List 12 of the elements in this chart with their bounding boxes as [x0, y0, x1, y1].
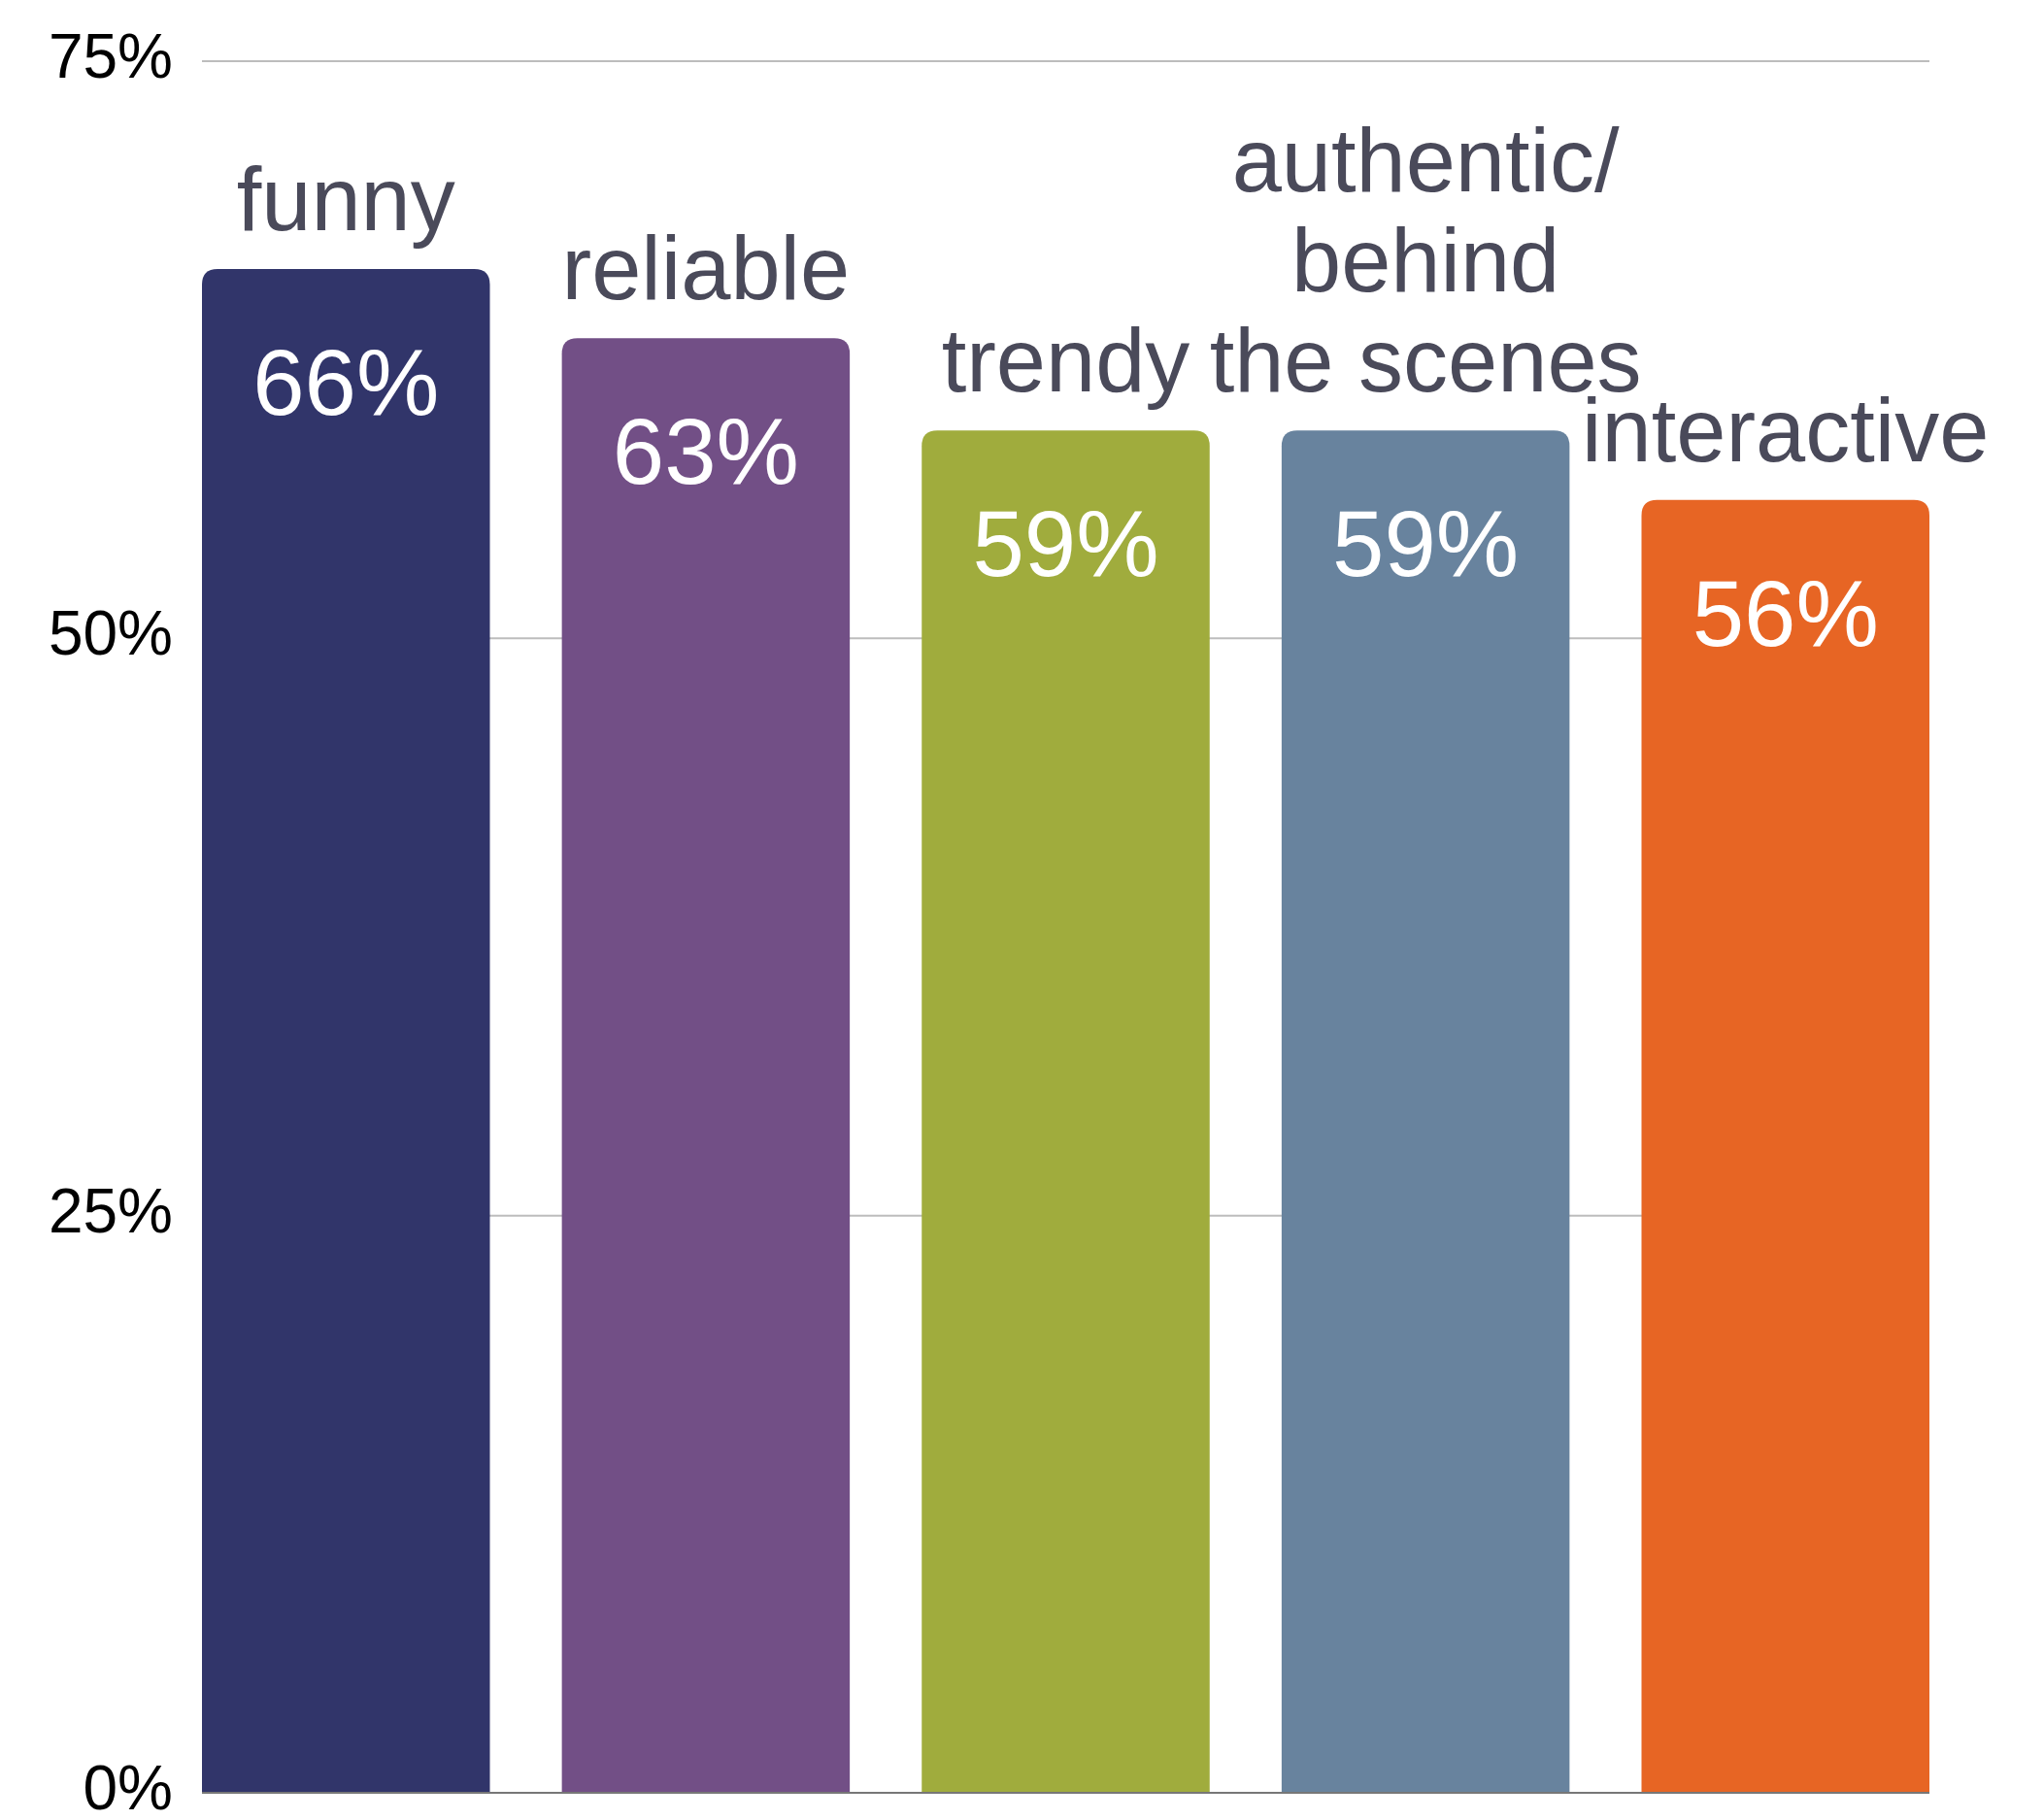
y-tick-label: 50%: [48, 598, 173, 669]
data-label: 66%: [252, 329, 440, 434]
data-label: 63%: [612, 399, 799, 504]
data-label: 59%: [1332, 491, 1520, 596]
y-tick-label: 25%: [48, 1175, 173, 1246]
data-label: 56%: [1692, 560, 1879, 665]
data-label: 59%: [972, 491, 1159, 596]
x-tick-label: reliable: [561, 219, 851, 319]
x-tick-label: trendy: [941, 311, 1190, 411]
y-tick-label: 75%: [48, 20, 173, 91]
x-tick-label: funny: [236, 149, 455, 249]
y-tick-label: 0%: [83, 1752, 173, 1820]
